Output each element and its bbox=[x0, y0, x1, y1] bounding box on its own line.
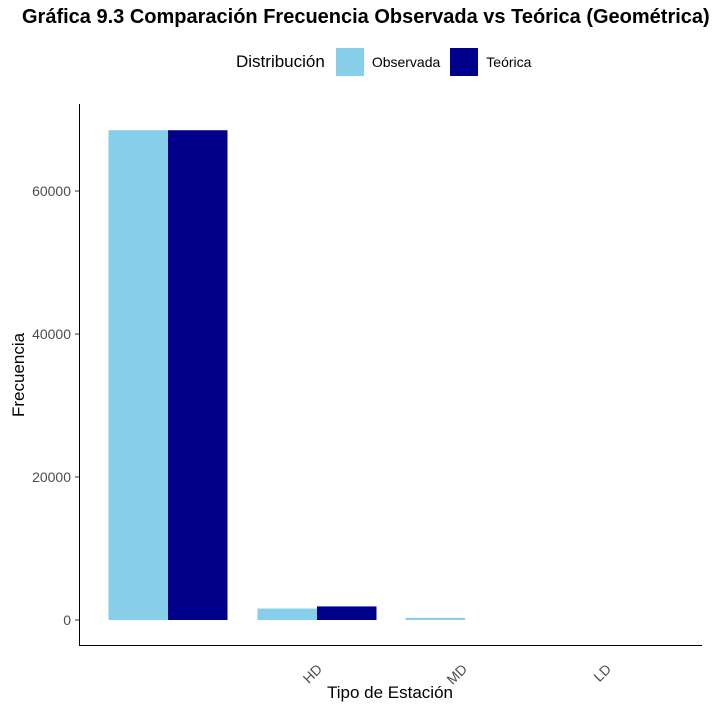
bar-teorica-hd bbox=[168, 130, 228, 620]
legend-item-observada: Observada bbox=[335, 48, 441, 76]
legend-label-teorica: Teórica bbox=[486, 54, 532, 70]
x-tick-label-hd: HD bbox=[299, 661, 325, 687]
y-tick-label: 40000 bbox=[32, 326, 71, 342]
x-tick-label-ld: LD bbox=[590, 661, 614, 685]
y-axis-title: Frecuencia bbox=[9, 332, 28, 417]
y-tick-label: 60000 bbox=[32, 183, 71, 199]
bar-observada-hd bbox=[108, 130, 168, 620]
legend-swatch-teorica bbox=[450, 48, 479, 76]
chart-title: Gráfica 9.3 Comparación Frecuencia Obser… bbox=[22, 6, 710, 28]
legend: Distribución Observada Teórica bbox=[236, 48, 541, 76]
legend-label-observada: Observada bbox=[371, 54, 441, 70]
legend-swatch-observada bbox=[335, 48, 364, 76]
y-ticks: 0 20000 40000 60000 bbox=[32, 183, 79, 628]
bar-observada-ld bbox=[405, 617, 465, 620]
bars-group bbox=[108, 130, 465, 620]
legend-title: Distribución bbox=[236, 52, 325, 71]
bar-observada-md bbox=[257, 608, 317, 620]
y-tick-label: 0 bbox=[63, 612, 71, 628]
bar-teorica-md bbox=[317, 606, 377, 620]
y-tick-label: 20000 bbox=[32, 469, 71, 485]
x-axis-title: Tipo de Estación bbox=[327, 683, 453, 702]
legend-item-teorica: Teórica bbox=[450, 48, 531, 76]
